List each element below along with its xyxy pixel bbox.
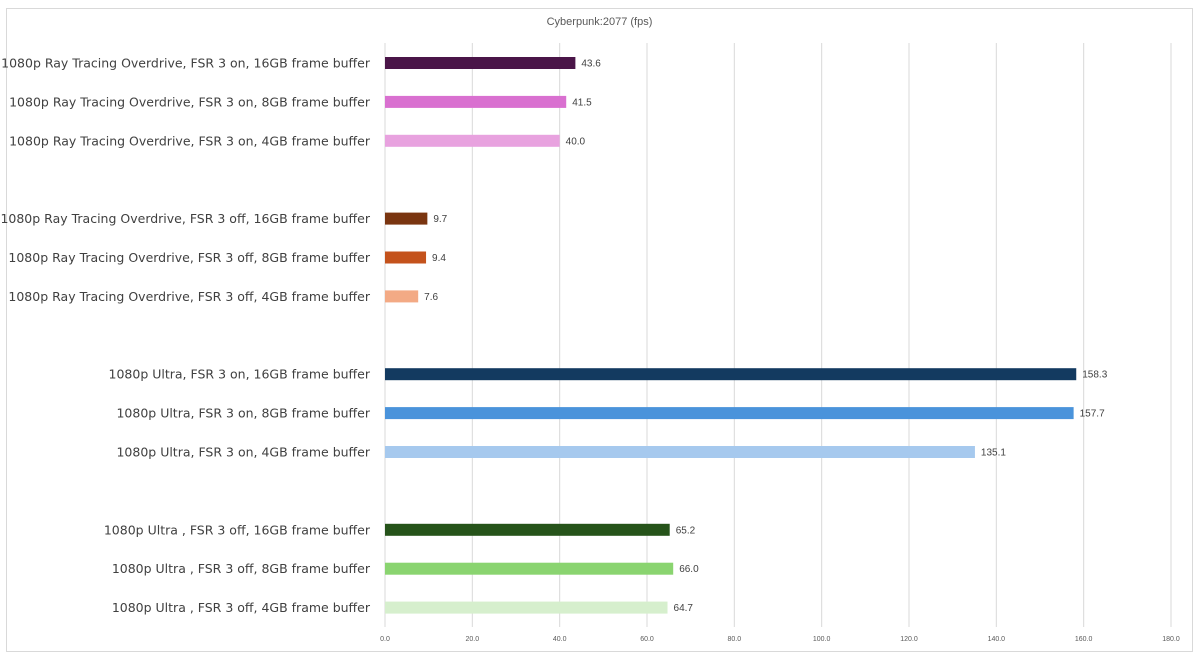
x-tick-label: 180.0 bbox=[1162, 636, 1180, 643]
data-label: 40.0 bbox=[566, 136, 586, 147]
data-label: 41.5 bbox=[572, 97, 592, 108]
bar bbox=[385, 57, 576, 69]
category-label: 1080p Ultra , FSR 3 off, 8GB frame buffe… bbox=[112, 561, 371, 576]
x-tick-label: 80.0 bbox=[728, 636, 742, 643]
bar bbox=[385, 407, 1074, 420]
data-label: 43.6 bbox=[581, 59, 601, 70]
bar bbox=[385, 134, 560, 147]
bar bbox=[385, 368, 1077, 381]
bar bbox=[385, 290, 419, 303]
x-tick-label: 20.0 bbox=[466, 636, 480, 643]
chart-title: Cyberpunk:2077 (fps) bbox=[546, 16, 653, 28]
bar bbox=[385, 212, 428, 225]
data-label: 64.7 bbox=[674, 603, 694, 614]
data-label: 66.0 bbox=[679, 564, 699, 575]
bar bbox=[385, 446, 975, 458]
data-label: 157.7 bbox=[1080, 409, 1105, 420]
x-tick-label: 60.0 bbox=[640, 636, 654, 643]
category-label: 1080p Ultra , FSR 3 off, 4GB frame buffe… bbox=[112, 600, 371, 615]
category-label: 1080p Ultra, FSR 3 on, 4GB frame buffer bbox=[116, 445, 370, 460]
category-label: 1080p Ultra, FSR 3 on, 8GB frame buffer bbox=[116, 406, 370, 421]
data-label: 9.4 bbox=[432, 253, 446, 264]
data-label: 9.7 bbox=[433, 214, 447, 225]
data-label: 135.1 bbox=[981, 448, 1006, 459]
category-label: 1080p Ultra , FSR 3 off, 16GB frame buff… bbox=[104, 522, 371, 537]
data-label: 7.6 bbox=[424, 292, 438, 303]
bar bbox=[385, 251, 427, 264]
x-tick-label: 40.0 bbox=[553, 636, 567, 643]
bar bbox=[385, 562, 674, 575]
bar bbox=[385, 523, 670, 536]
category-label: 1080p Ray Tracing Overdrive, FSR 3 on, 1… bbox=[1, 56, 371, 71]
x-tick-label: 140.0 bbox=[988, 636, 1006, 643]
bar bbox=[385, 601, 668, 614]
category-label: 1080p Ray Tracing Overdrive, FSR 3 off, … bbox=[8, 289, 370, 304]
x-tick-label: 160.0 bbox=[1075, 636, 1093, 643]
x-tick-label: 0.0 bbox=[380, 636, 390, 643]
x-tick-label: 120.0 bbox=[900, 636, 918, 643]
category-label: 1080p Ultra, FSR 3 on, 16GB frame buffer bbox=[109, 367, 371, 382]
category-label: 1080p Ray Tracing Overdrive, FSR 3 off, … bbox=[0, 211, 370, 226]
bar bbox=[385, 95, 567, 108]
category-label: 1080p Ray Tracing Overdrive, FSR 3 off, … bbox=[8, 250, 370, 265]
x-tick-label: 100.0 bbox=[813, 636, 831, 643]
category-label: 1080p Ray Tracing Overdrive, FSR 3 on, 4… bbox=[9, 133, 371, 148]
chart-frame bbox=[6, 8, 1193, 652]
category-label: 1080p Ray Tracing Overdrive, FSR 3 on, 8… bbox=[9, 94, 371, 109]
data-label: 158.3 bbox=[1082, 370, 1107, 381]
data-label: 65.2 bbox=[676, 525, 696, 536]
